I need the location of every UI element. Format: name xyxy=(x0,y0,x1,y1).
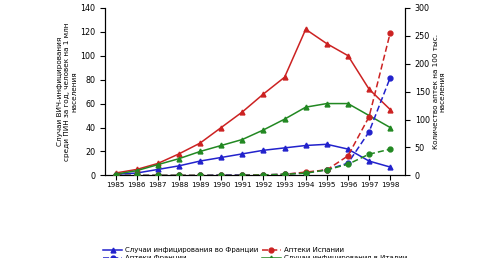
Y-axis label: Количество аптек на 100 тыс.
населения: Количество аптек на 100 тыс. населения xyxy=(433,34,446,149)
Legend: Случаи инфицирования во Франции, Аптеки Франции, Случаи инфицирования в Испании,: Случаи инфицирования во Франции, Аптеки … xyxy=(102,246,408,258)
Y-axis label: Случаи ВИЧ-инфицирования
среди ПИН за год, человек на 1 млн
населения: Случаи ВИЧ-инфицирования среди ПИН за го… xyxy=(58,22,78,161)
